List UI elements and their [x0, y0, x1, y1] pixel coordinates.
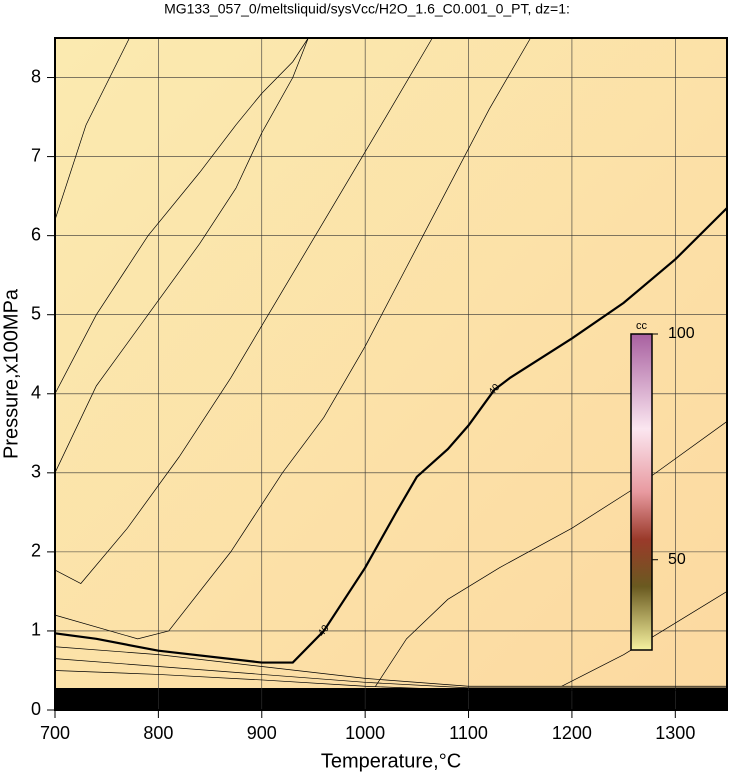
colorbar: [630, 333, 653, 651]
y-tick-label: 5: [31, 303, 41, 323]
y-tick-label: 0: [31, 699, 41, 719]
contour-line: [54, 37, 309, 473]
contour-line: [54, 646, 727, 687]
x-tick-label: 1100: [449, 723, 488, 743]
y-tick-label: 2: [31, 541, 41, 561]
y-tick-label: 4: [31, 383, 41, 403]
contour-line: [54, 207, 728, 664]
plot-frame: [54, 37, 728, 711]
plot-background: [55, 38, 727, 710]
x-tick-label: 1000: [345, 723, 385, 743]
x-tick-label: 700: [40, 723, 70, 743]
chart-title: MG133_057_0/meltsliquid/sysVcc/H2O_1.6_C…: [164, 1, 570, 17]
colorbar-tick-label: 100: [668, 325, 695, 342]
colorbar-tick-label: 50: [668, 551, 686, 568]
y-tick-label: 8: [31, 66, 41, 86]
colorbar-label: cc: [636, 320, 648, 332]
dense-contour-band: [55, 688, 727, 710]
x-tick-label: 1200: [552, 723, 592, 743]
contour-line: [54, 37, 531, 640]
x-axis-label: Temperature,°C: [321, 750, 461, 772]
y-axis-label: Pressure,x100MPa: [0, 288, 22, 459]
contour-line: [54, 670, 727, 691]
y-tick-label: 6: [31, 224, 41, 244]
contour-line: [54, 658, 727, 689]
y-tick-label: 3: [31, 462, 41, 482]
x-tick-label: 900: [247, 723, 277, 743]
y-tick-label: 7: [31, 145, 41, 165]
contour-line: [54, 37, 433, 584]
contour-line: [54, 37, 130, 220]
x-tick-label: 1300: [655, 723, 695, 743]
contour-line: [54, 37, 309, 394]
y-tick-label: 1: [31, 620, 41, 640]
x-tick-label: 800: [143, 723, 173, 743]
